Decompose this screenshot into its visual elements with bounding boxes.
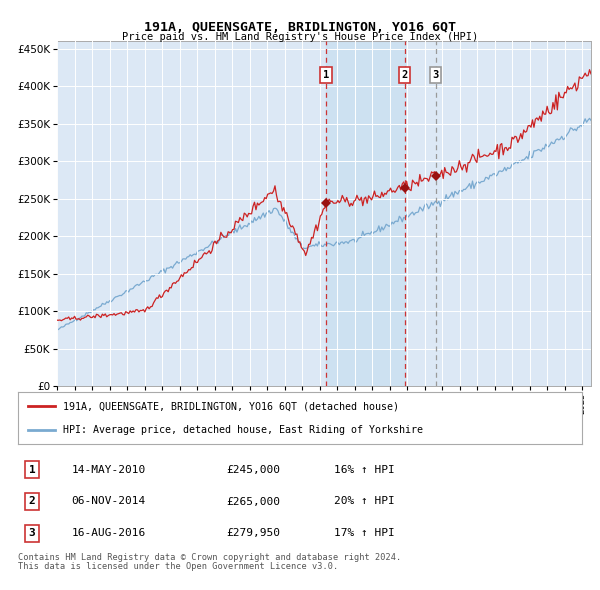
Text: £265,000: £265,000 (227, 497, 281, 506)
Text: 16% ↑ HPI: 16% ↑ HPI (334, 465, 395, 474)
Text: 2: 2 (29, 497, 35, 506)
Text: Price paid vs. HM Land Registry's House Price Index (HPI): Price paid vs. HM Land Registry's House … (122, 32, 478, 42)
Text: 16-AUG-2016: 16-AUG-2016 (71, 529, 146, 538)
Text: 20% ↑ HPI: 20% ↑ HPI (334, 497, 395, 506)
Text: 191A, QUEENSGATE, BRIDLINGTON, YO16 6QT: 191A, QUEENSGATE, BRIDLINGTON, YO16 6QT (144, 21, 456, 34)
Text: £279,950: £279,950 (227, 529, 281, 538)
Text: 3: 3 (29, 529, 35, 538)
Text: 17% ↑ HPI: 17% ↑ HPI (334, 529, 395, 538)
Text: £245,000: £245,000 (227, 465, 281, 474)
Bar (326, 41, 404, 386)
Text: HPI: Average price, detached house, East Riding of Yorkshire: HPI: Average price, detached house, East… (63, 425, 423, 435)
Text: 1: 1 (323, 70, 329, 80)
Text: 2: 2 (401, 70, 407, 80)
Text: Contains HM Land Registry data © Crown copyright and database right 2024.: Contains HM Land Registry data © Crown c… (18, 553, 401, 562)
Text: 14-MAY-2010: 14-MAY-2010 (71, 465, 146, 474)
Text: 06-NOV-2014: 06-NOV-2014 (71, 497, 146, 506)
Text: 191A, QUEENSGATE, BRIDLINGTON, YO16 6QT (detached house): 191A, QUEENSGATE, BRIDLINGTON, YO16 6QT … (63, 401, 399, 411)
Text: This data is licensed under the Open Government Licence v3.0.: This data is licensed under the Open Gov… (18, 562, 338, 571)
Text: 1: 1 (29, 465, 35, 474)
Text: 3: 3 (433, 70, 439, 80)
